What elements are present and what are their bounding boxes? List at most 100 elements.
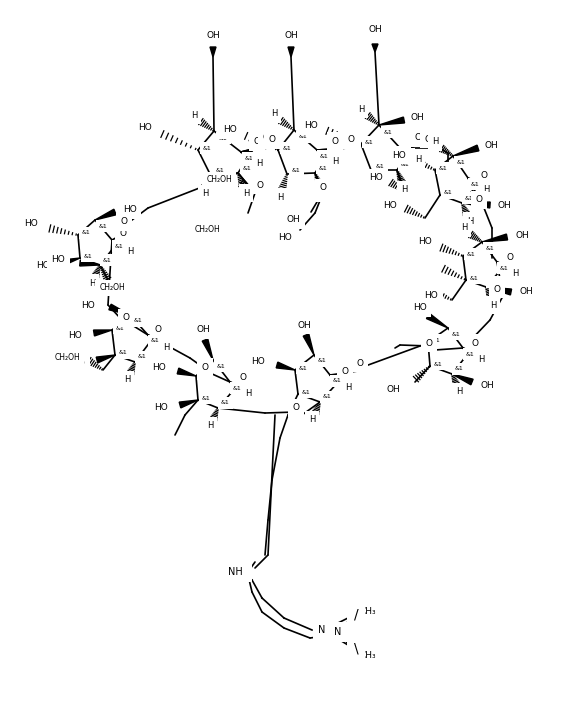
Text: H: H	[202, 190, 208, 198]
Text: &1: &1	[403, 152, 411, 157]
Text: O: O	[155, 325, 162, 335]
Text: O: O	[507, 252, 513, 262]
Text: &1: &1	[245, 155, 253, 160]
Text: CH₃: CH₃	[360, 650, 376, 659]
Text: &1: &1	[401, 162, 409, 167]
Text: H: H	[89, 278, 95, 288]
Text: HO: HO	[71, 359, 85, 368]
Polygon shape	[179, 400, 198, 408]
Text: O: O	[332, 136, 339, 146]
Text: H: H	[483, 186, 489, 195]
Text: H: H	[401, 186, 407, 195]
Polygon shape	[61, 258, 80, 266]
Text: O: O	[269, 136, 276, 145]
Text: &1: &1	[202, 396, 210, 401]
Polygon shape	[486, 287, 512, 295]
Text: &1: &1	[457, 160, 465, 165]
Text: O: O	[292, 404, 300, 413]
Text: &1: &1	[319, 165, 327, 171]
Text: H: H	[320, 188, 326, 198]
Text: HO: HO	[393, 150, 406, 160]
Text: HO: HO	[138, 124, 152, 132]
Text: OH: OH	[515, 231, 529, 240]
Text: H: H	[432, 138, 438, 146]
Text: OH: OH	[497, 200, 511, 209]
Text: O: O	[425, 134, 431, 143]
Text: &1: &1	[219, 136, 227, 141]
Text: H: H	[256, 160, 262, 169]
Text: &1: &1	[103, 257, 111, 262]
Text: &1: &1	[452, 332, 460, 337]
Text: O: O	[414, 134, 422, 143]
Text: OH: OH	[519, 288, 533, 297]
Text: &1: &1	[320, 153, 328, 158]
Text: CH₃: CH₃	[360, 607, 376, 617]
Text: OH: OH	[393, 380, 406, 389]
Text: &1: &1	[282, 146, 292, 150]
Text: &1: &1	[323, 394, 331, 399]
Text: &1: &1	[116, 325, 124, 330]
Text: &1: &1	[242, 165, 252, 171]
Text: &1: &1	[465, 195, 473, 200]
Text: &1: &1	[217, 363, 225, 368]
Text: \: \	[354, 642, 358, 656]
Text: &1: &1	[199, 371, 209, 377]
Text: &1: &1	[299, 366, 307, 370]
Text: &1: &1	[99, 224, 107, 228]
Text: H: H	[124, 375, 130, 385]
Polygon shape	[462, 202, 490, 208]
Text: H: H	[490, 300, 496, 309]
Text: &1: &1	[81, 231, 91, 236]
Text: &1: &1	[454, 366, 464, 371]
Text: OH: OH	[386, 385, 400, 394]
Text: &1: &1	[115, 243, 123, 248]
Text: H: H	[467, 217, 473, 226]
Text: O: O	[253, 138, 261, 146]
Polygon shape	[426, 314, 448, 328]
Text: OH: OH	[480, 382, 494, 390]
Text: &1: &1	[434, 361, 442, 366]
Text: HO: HO	[369, 174, 383, 183]
Text: H: H	[127, 247, 133, 257]
Text: H: H	[456, 387, 462, 396]
Text: &1: &1	[364, 139, 374, 145]
Text: O: O	[476, 195, 482, 205]
Text: OH: OH	[206, 30, 220, 39]
Text: HO: HO	[154, 404, 168, 413]
Text: \: \	[358, 645, 362, 655]
Text: OH: OH	[368, 25, 382, 34]
Text: &1: &1	[301, 389, 311, 394]
Polygon shape	[379, 117, 405, 125]
Polygon shape	[453, 145, 479, 156]
Text: &1: &1	[292, 169, 300, 174]
Text: &1: &1	[431, 337, 441, 342]
Polygon shape	[95, 209, 116, 220]
Text: O: O	[350, 136, 356, 145]
Text: HO: HO	[418, 238, 432, 247]
Text: HO: HO	[304, 122, 318, 131]
Text: O: O	[120, 217, 128, 226]
Text: &1: &1	[215, 169, 225, 174]
Text: HO: HO	[223, 126, 237, 134]
Text: HO: HO	[36, 262, 50, 271]
Text: HO: HO	[152, 363, 166, 373]
Text: HO: HO	[413, 304, 427, 313]
Text: &1: &1	[119, 351, 127, 356]
Text: &1: &1	[384, 129, 393, 134]
Text: &1: &1	[376, 165, 384, 169]
Text: &1: &1	[203, 146, 211, 150]
Text: H: H	[461, 224, 467, 233]
Polygon shape	[276, 362, 295, 370]
Text: O: O	[320, 183, 327, 193]
Text: O: O	[356, 359, 363, 368]
Polygon shape	[288, 47, 294, 57]
Text: CH₂OH: CH₂OH	[54, 354, 80, 363]
Text: HO: HO	[68, 330, 82, 340]
Polygon shape	[93, 330, 112, 336]
Text: O: O	[342, 368, 348, 377]
Text: /: /	[354, 607, 358, 621]
Text: O: O	[240, 373, 246, 382]
Text: OH: OH	[410, 112, 424, 122]
Text: H: H	[243, 188, 249, 198]
Text: HO: HO	[81, 300, 95, 309]
